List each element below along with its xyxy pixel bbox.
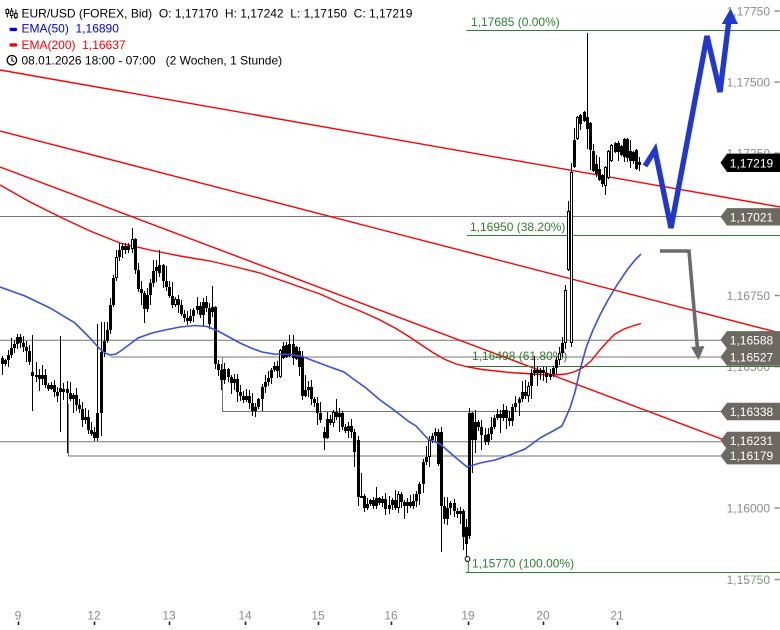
svg-text:1,16588: 1,16588 [730,333,774,347]
svg-text:08.01.2026 18:00 - 07:00 (2: 08.01.2026 18:00 - 07:00 (2 Wochen, 1 St… [22,54,283,68]
svg-text:EMA(200) 1,16637: EMA(200) 1,16637 [22,38,126,52]
svg-text:1,16231: 1,16231 [730,434,774,448]
svg-text:12: 12 [87,609,101,623]
svg-text:1,16338: 1,16338 [730,405,774,419]
svg-text:EMA(50) 1,16890: EMA(50) 1,16890 [22,22,120,36]
svg-text:1,17021: 1,17021 [730,210,774,224]
svg-text:1,16179: 1,16179 [730,449,774,463]
svg-text:1,17219: 1,17219 [730,156,774,170]
svg-text:13: 13 [162,609,176,623]
svg-text:20: 20 [536,609,550,623]
svg-text:1,16000: 1,16000 [727,501,771,515]
svg-text:15: 15 [311,609,325,623]
svg-text:1,16498 (61.80%): 1,16498 (61.80%) [472,349,567,363]
svg-text:1,17750: 1,17750 [727,4,771,18]
svg-text:EUR/USD (FOREX, Bid) O: 1,171: EUR/USD (FOREX, Bid) O: 1,17170 H: 1,172… [22,7,413,21]
svg-text:16: 16 [384,609,398,623]
svg-text:9: 9 [15,609,22,623]
svg-text:19: 19 [461,609,475,623]
svg-text:1,17685 (0.00%): 1,17685 (0.00%) [471,15,560,29]
svg-text:1,15770 (100.00%): 1,15770 (100.00%) [472,557,574,571]
svg-text:1,16750: 1,16750 [727,289,771,303]
svg-text:1,16527: 1,16527 [730,351,774,365]
svg-text:21: 21 [610,609,624,623]
svg-text:1,16950 (38.20%): 1,16950 (38.20%) [470,220,565,234]
svg-text:14: 14 [238,609,252,623]
svg-text:1,15750: 1,15750 [727,573,771,587]
svg-text:1,17500: 1,17500 [727,75,771,89]
